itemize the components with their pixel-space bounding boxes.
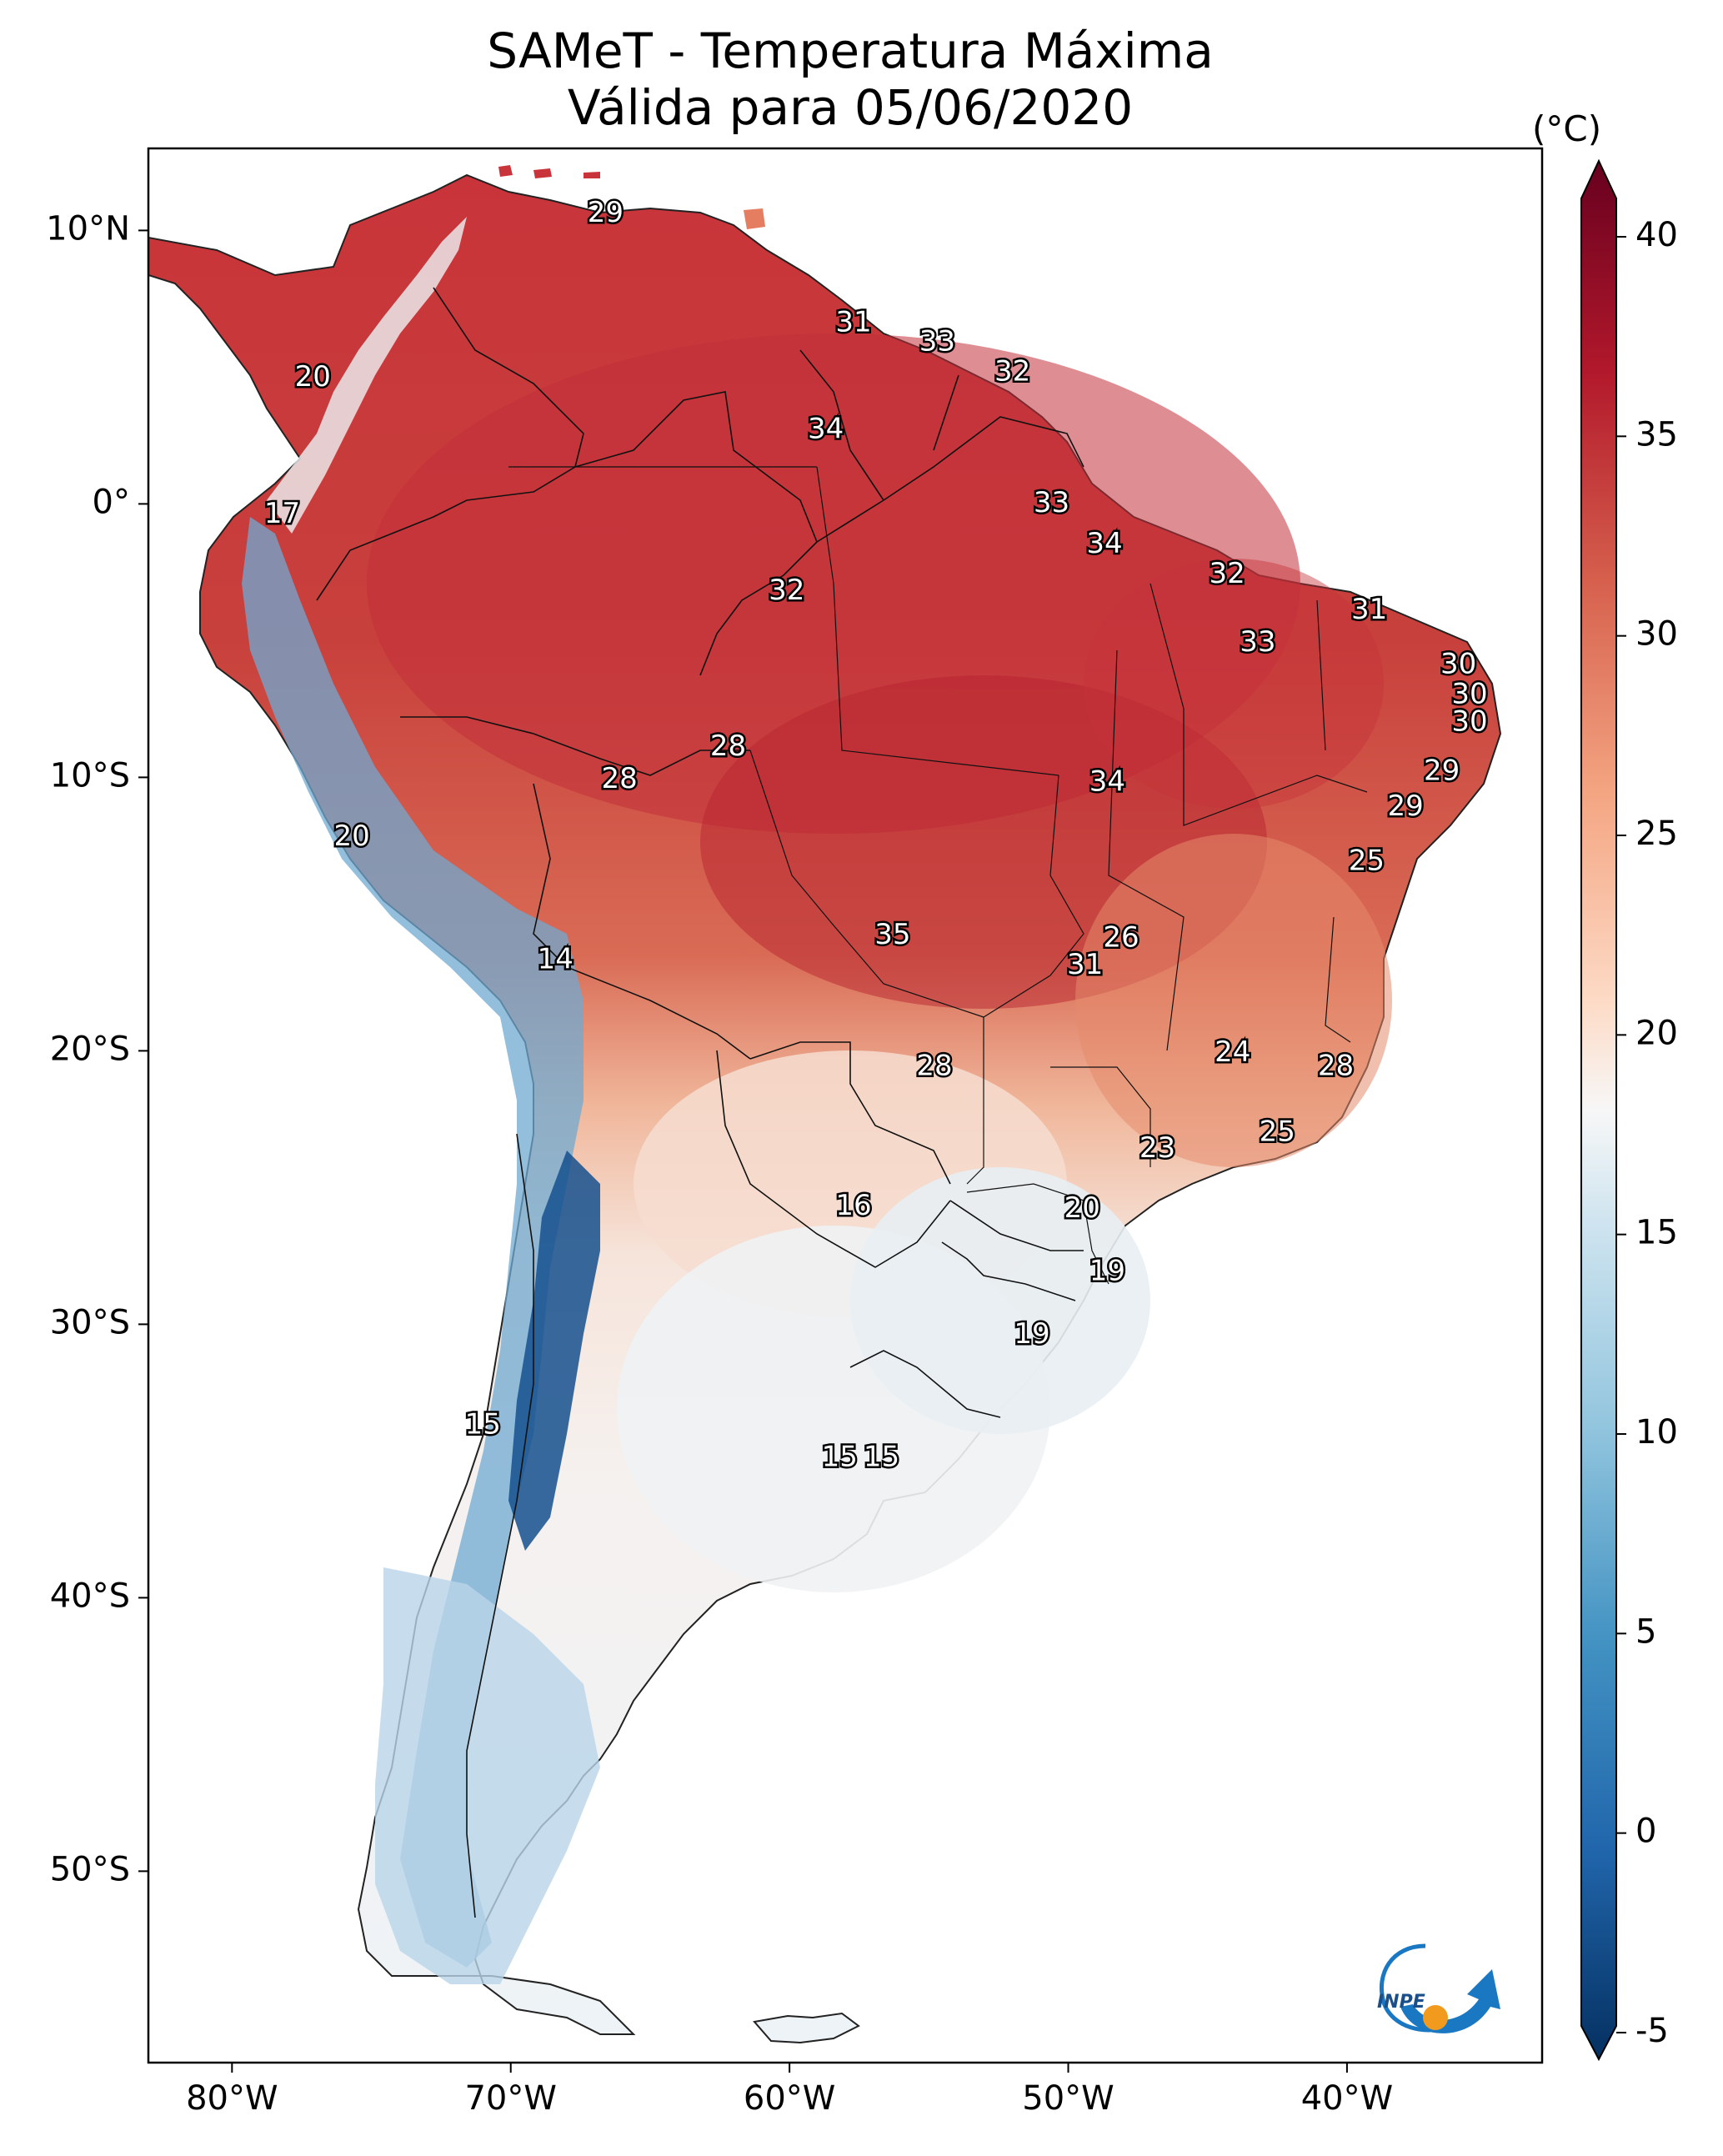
contour-label: 15 <box>822 1441 858 1474</box>
contour-label: 33 <box>1034 486 1069 519</box>
contour-label: 24 <box>1215 1035 1250 1069</box>
lat-tick-label: 30°S <box>50 1303 130 1341</box>
contour-label: 32 <box>769 574 804 607</box>
contour-label: 32 <box>994 354 1030 388</box>
contour-label: 20 <box>1064 1191 1100 1225</box>
contour-label: 23 <box>1139 1131 1175 1165</box>
contour-label: 16 <box>835 1189 871 1222</box>
colorbar-tick-label: 0 <box>1635 1813 1656 1851</box>
cool-region-uruguay <box>850 1167 1150 1434</box>
colorbar-tick-label: 10 <box>1635 1413 1678 1452</box>
colorbar-tick-label: 40 <box>1635 216 1678 254</box>
contour-label: 19 <box>1089 1255 1125 1288</box>
contour-label: 30 <box>1451 704 1487 738</box>
longitude-ticks: 80°W 70°W 60°W 50°W 40°W <box>186 2063 1393 2118</box>
map-title: SAMeT - Temperatura Máxima <box>487 23 1214 79</box>
contour-label: 26 <box>1103 920 1139 954</box>
contour-label: 30 <box>1451 678 1487 711</box>
lat-tick-label: 10°N <box>46 209 130 248</box>
colorbar-tick-label: 30 <box>1635 615 1678 654</box>
lat-tick-label: 20°S <box>50 1030 130 1068</box>
caribbean-islands <box>498 165 600 178</box>
contour-label: 33 <box>1240 625 1275 659</box>
colorbar-tick-label: 15 <box>1635 1214 1678 1252</box>
colorbar-bar <box>1581 161 1616 2059</box>
contour-label: 15 <box>465 1407 501 1441</box>
colorbar-tick-label: 35 <box>1635 415 1678 454</box>
lon-tick-label: 60°W <box>744 2079 835 2118</box>
andes-north-cool-strip <box>267 217 467 534</box>
contour-label: 35 <box>874 918 910 951</box>
map-subtitle: Válida para 05/06/2020 <box>567 79 1134 136</box>
caribbean-island-trinidad <box>744 208 765 229</box>
lon-tick-label: 40°W <box>1301 2079 1393 2118</box>
country-borders <box>316 287 1084 1918</box>
contour-label: 32 <box>1209 557 1245 590</box>
lat-tick-label: 40°S <box>50 1577 130 1615</box>
contour-label: 31 <box>1351 593 1387 626</box>
colorbar: 40 35 30 25 20 15 10 5 0 -5 <box>1580 158 1678 2062</box>
colorbar-outline <box>1580 158 1617 2062</box>
inpe-logo-text: INPE <box>1377 1992 1425 2013</box>
contour-label: 34 <box>808 412 844 445</box>
inpe-logo: INPE <box>1377 1943 1500 2033</box>
warm-region-northeast <box>1084 559 1384 809</box>
contour-label: 31 <box>1067 948 1103 981</box>
contour-label: 25 <box>1349 845 1385 878</box>
colorbar-tick-label: 25 <box>1635 815 1678 853</box>
lat-tick-label: 0° <box>93 483 130 521</box>
colorbar-unit: (°C) <box>1532 108 1602 149</box>
colorbar-tick-label: 5 <box>1635 1612 1656 1651</box>
contour-label: 20 <box>295 360 331 394</box>
contour-label: 31 <box>835 305 871 338</box>
lon-tick-label: 80°W <box>186 2079 278 2118</box>
contour-label: 29 <box>1388 790 1424 823</box>
contour-label: 29 <box>1424 754 1460 787</box>
contour-label: 14 <box>538 943 573 976</box>
colorbar-tick-label: 20 <box>1635 1014 1678 1052</box>
contour-label: 34 <box>1086 527 1122 560</box>
map-frame <box>147 147 1544 2064</box>
colorbar-ticks: 40 35 30 25 20 15 10 5 0 -5 <box>1616 216 1678 2050</box>
contour-label: 29 <box>588 196 624 229</box>
lat-tick-label: 10°S <box>50 756 130 795</box>
andes-coldest-core <box>508 1151 600 1551</box>
lat-tick-label: 50°S <box>50 1850 130 1888</box>
contour-label: 28 <box>916 1050 952 1083</box>
contour-label: 19 <box>1014 1317 1049 1351</box>
lon-tick-label: 50°W <box>1022 2079 1114 2118</box>
lon-tick-label: 70°W <box>464 2079 556 2118</box>
falkland-islands <box>753 2012 860 2044</box>
contour-label: 34 <box>1089 765 1125 798</box>
patagonia-cool-band <box>375 1567 600 1984</box>
state-borders <box>508 466 1368 1285</box>
contour-label: 25 <box>1260 1115 1295 1148</box>
contour-label: 15 <box>864 1441 899 1474</box>
contour-label: 17 <box>264 497 300 530</box>
contour-label: 28 <box>710 730 746 763</box>
contour-label: 33 <box>919 324 955 358</box>
latitude-ticks: 10°N 0° 10°S 20°S 30°S 40°S 50°S <box>46 209 148 1888</box>
contour-label: 30 <box>1440 647 1476 680</box>
contour-label: 20 <box>333 820 369 853</box>
contour-label: 28 <box>1318 1050 1354 1083</box>
colorbar-tick-label: -5 <box>1635 2012 1669 2050</box>
contour-label: 28 <box>602 762 638 795</box>
andes-cold-band <box>242 517 584 1968</box>
mild-region-southeast <box>1075 834 1392 1167</box>
